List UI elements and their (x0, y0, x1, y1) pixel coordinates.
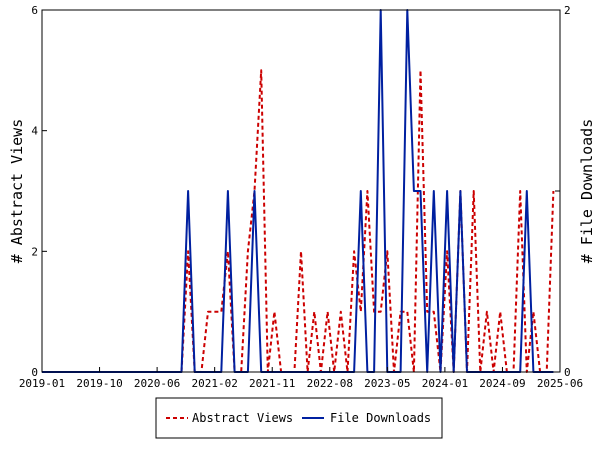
x-tick-label: 2019-10 (76, 377, 122, 390)
x-tick-label: 2025-06 (537, 377, 583, 390)
x-tick-label: 2020-06 (134, 377, 180, 390)
plot-frame (41, 9, 561, 373)
x-tick-label: 2021-02 (191, 377, 237, 390)
x-tick-label: 2024-01 (422, 377, 468, 390)
x-tick-label: 2022-08 (307, 377, 353, 390)
y-axis-left-title: # Abstract Views (8, 119, 26, 264)
x-tick-label: 2021-11 (249, 377, 295, 390)
x-axis: 2019-01 2019-10 2020-06 2021-02 2021-11 2022-… (19, 367, 583, 390)
y-axis-left: 0 2 4 6 (31, 4, 47, 379)
series-line-abstract-views (42, 69, 555, 373)
legend-box (155, 397, 443, 439)
x-tick-label: 2019-01 (19, 377, 65, 390)
y-left-tick-label: 4 (31, 125, 38, 138)
y-right-tick-label: 2 (564, 4, 571, 17)
y-axis-right-title: # File Downloads (578, 119, 596, 264)
legend-label-abstract-views: Abstract Views (192, 411, 293, 425)
y-left-tick-label: 6 (31, 4, 38, 17)
series-layer (42, 9, 555, 373)
x-tick-label: 2023-05 (364, 377, 410, 390)
legend: Abstract Views File Downloads (155, 397, 443, 439)
y-left-tick-label: 2 (31, 245, 38, 258)
y-left-tick-label: 0 (31, 366, 38, 379)
y-axis-right: 02 (555, 4, 571, 379)
y-right-tick-label: 0 (564, 366, 571, 379)
legend-label-file-downloads: File Downloads (330, 411, 431, 425)
x-tick-label: 2024-09 (479, 377, 525, 390)
